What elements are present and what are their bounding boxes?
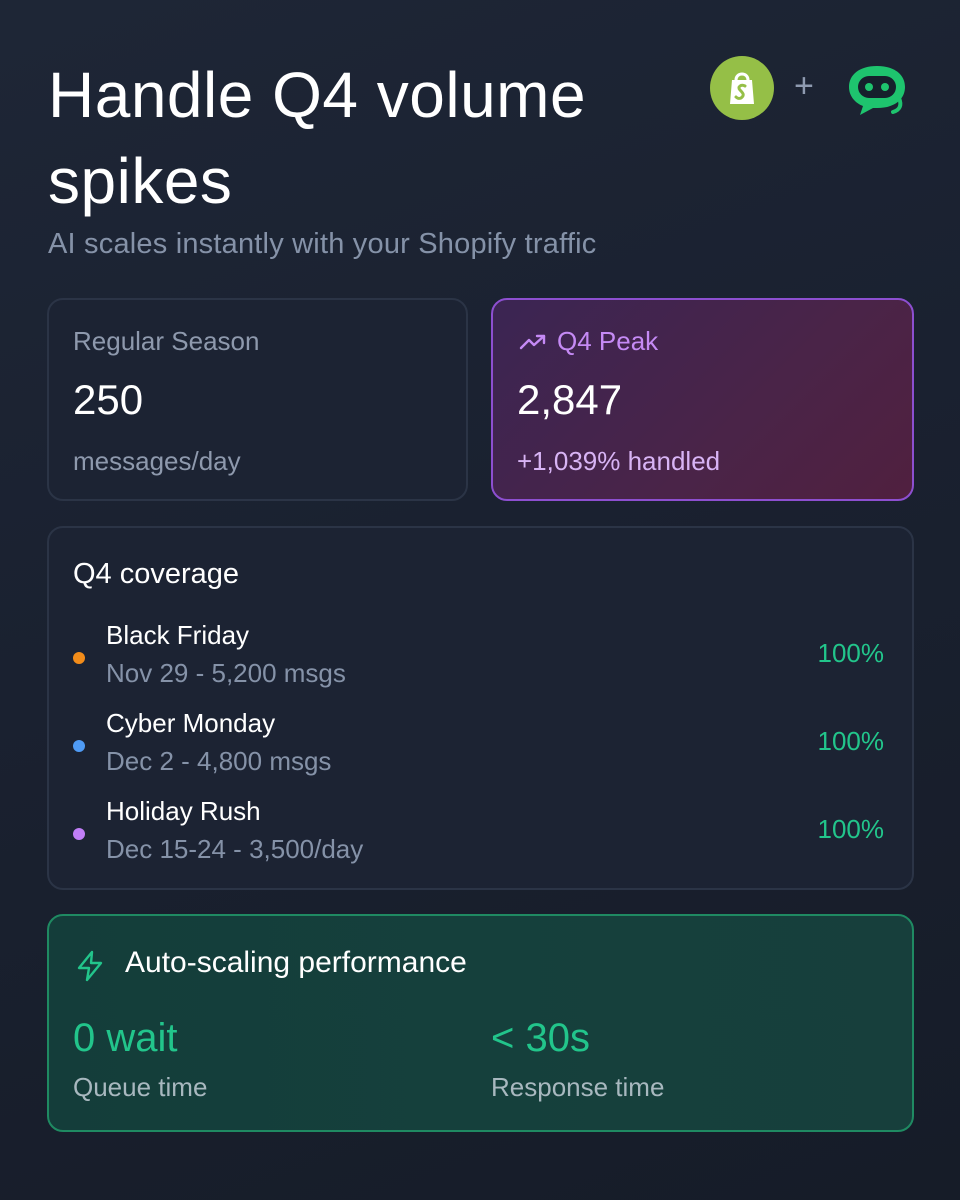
- chat-bot-icon: [844, 60, 910, 118]
- shopify-bag-icon: [710, 56, 774, 120]
- queue-time-value: 0 wait: [73, 1016, 178, 1060]
- response-time-label: Response time: [491, 1072, 665, 1102]
- regular-season-label: Regular Season: [73, 326, 260, 356]
- logo-separator: +: [794, 67, 814, 105]
- event-detail: Dec 2 - 4,800 msgs: [106, 746, 332, 776]
- event-coverage-percent: 100%: [817, 638, 885, 668]
- queue-time-label: Queue time: [73, 1072, 208, 1102]
- q4-peak-card: Q4 Peak 2,847 +1,039% handled: [491, 298, 914, 501]
- q4-peak-label: Q4 Peak: [557, 326, 659, 356]
- event-row-cyber-monday: Cyber Monday Dec 2 - 4,800 msgs 100%: [49, 708, 912, 788]
- response-time-value: < 30s: [491, 1016, 590, 1060]
- q4-peak-value: 2,847: [517, 376, 623, 423]
- event-dot: [73, 652, 85, 664]
- q4-peak-change: +1,039% handled: [517, 446, 721, 476]
- event-coverage-percent: 100%: [817, 726, 885, 756]
- regular-season-card: Regular Season 250 messages/day: [47, 298, 468, 501]
- event-row-holiday-rush: Holiday Rush Dec 15-24 - 3,500/day 100%: [49, 796, 912, 876]
- event-row-black-friday: Black Friday Nov 29 - 5,200 msgs 100%: [49, 620, 912, 700]
- event-dot: [73, 828, 85, 840]
- event-name: Holiday Rush: [106, 796, 261, 826]
- page-subtitle: AI scales instantly with your Shopify tr…: [48, 228, 597, 260]
- page-title: Handle Q4 volume spikes: [48, 59, 587, 217]
- event-coverage-percent: 100%: [817, 814, 885, 844]
- event-name: Black Friday: [106, 620, 250, 650]
- event-detail: Nov 29 - 5,200 msgs: [106, 658, 346, 688]
- regular-season-value: 250: [73, 376, 144, 423]
- event-name: Cyber Monday: [106, 708, 276, 738]
- event-detail: Dec 15-24 - 3,500/day: [106, 834, 364, 864]
- event-dot: [73, 740, 85, 752]
- coverage-title: Q4 coverage: [73, 558, 240, 590]
- q4-peak-heading: Q4 Peak: [519, 326, 658, 357]
- trending-up-icon: [519, 334, 546, 349]
- auto-scaling-title: Auto-scaling performance: [125, 946, 467, 979]
- lightning-bolt-icon: [77, 950, 103, 982]
- regular-season-unit: messages/day: [73, 446, 241, 476]
- q4-coverage-card: Q4 coverage Black Friday Nov 29 - 5,200 …: [47, 526, 914, 890]
- logo-lockup: +: [710, 54, 910, 120]
- auto-scaling-card: Auto-scaling performance 0 wait Queue ti…: [47, 914, 914, 1132]
